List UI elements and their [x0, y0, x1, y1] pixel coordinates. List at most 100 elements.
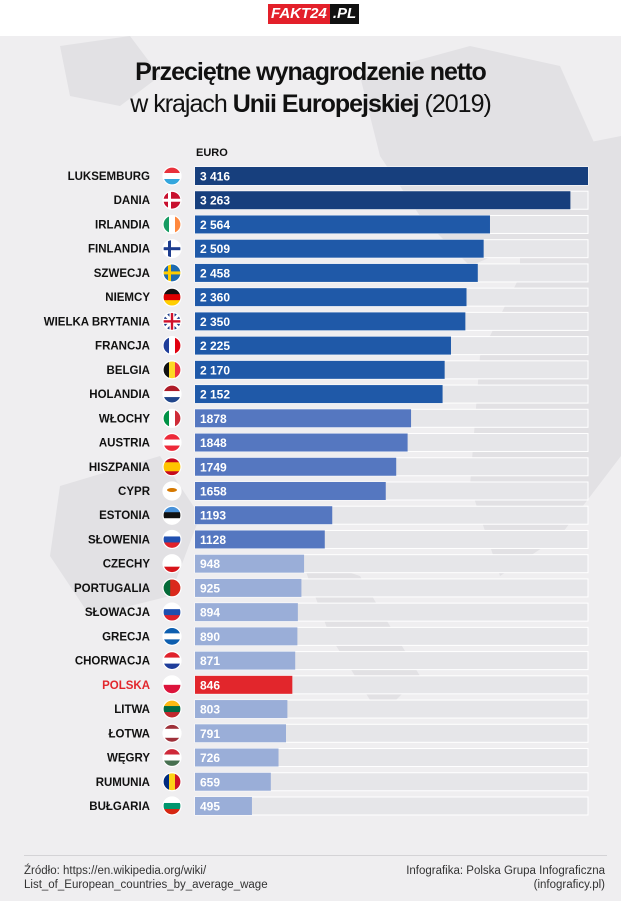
value-label: 1128: [200, 533, 226, 547]
flag-icon: [163, 700, 181, 719]
value-label: 2 350: [200, 315, 230, 329]
category-label: HISZPANIA: [89, 462, 150, 474]
flag-border: [162, 747, 182, 768]
category-label: RUMUNIA: [96, 777, 150, 789]
bar: [195, 772, 271, 791]
category-label: AUSTRIA: [99, 438, 150, 450]
category-label: DANIA: [114, 195, 150, 207]
flag-border: [162, 287, 182, 307]
bar: [195, 724, 287, 743]
bar: [195, 675, 293, 694]
value-label: 659: [200, 775, 220, 789]
value-label: 2 564: [200, 218, 230, 232]
value-label: 726: [200, 751, 220, 765]
flag-border: [162, 336, 182, 356]
value-label: 894: [200, 606, 220, 620]
category-label: ŁOTWA: [108, 728, 150, 740]
category-label: FINLANDIA: [88, 244, 150, 256]
flag-icon: [163, 409, 181, 428]
flag-border: [162, 360, 182, 380]
value-label: 1193: [200, 509, 226, 523]
category-label: SZWECJA: [94, 268, 150, 280]
bar: [195, 796, 252, 815]
flag-icon: [163, 360, 181, 379]
flag-icon: [163, 651, 181, 670]
value-label: 871: [200, 654, 220, 668]
flag-border: [162, 432, 182, 453]
flag-border: [162, 529, 182, 550]
bar: [195, 385, 443, 404]
footer-divider: [24, 855, 607, 856]
flag-icon: [163, 627, 181, 646]
flag-border: [162, 723, 182, 743]
flag-border: [162, 311, 182, 331]
fakt24-logo[interactable]: FAKT24 .PL: [268, 4, 360, 24]
bar: [195, 263, 478, 282]
value-label: 3 416: [200, 170, 230, 184]
flag-border: [162, 675, 182, 695]
bar: [195, 288, 467, 307]
value-label: 2 152: [200, 388, 230, 402]
flag-icon: [163, 481, 181, 500]
bar-track: [194, 796, 589, 816]
flag-icon: [163, 433, 181, 452]
value-label: 1878: [200, 412, 227, 426]
flag-border: [162, 554, 182, 574]
category-label: BUŁGARIA: [89, 801, 150, 813]
flag-border: [162, 699, 182, 719]
bar: [195, 312, 466, 331]
category-label: SŁOWACJA: [85, 607, 150, 619]
flag-icon: [163, 191, 181, 210]
bar: [195, 481, 386, 500]
category-label: WĘGRY: [107, 753, 150, 765]
value-label: 2 360: [200, 291, 230, 305]
flag-border: [162, 190, 182, 210]
flag-border: [162, 263, 182, 283]
category-label: FRANCJA: [95, 341, 150, 353]
chart-subtitle: w krajach Unii Europejskiej (2019): [130, 90, 492, 118]
flag-icon: [163, 288, 181, 307]
category-label: WŁOCHY: [99, 413, 150, 425]
flag-border: [162, 602, 182, 622]
flag-icon: [163, 748, 181, 767]
category-label: ESTONIA: [99, 510, 150, 522]
flag-icon: [163, 603, 181, 622]
value-label: 791: [200, 727, 220, 741]
value-label: 2 509: [200, 242, 230, 256]
value-label: 2 170: [200, 363, 230, 377]
value-label: 1848: [200, 436, 227, 450]
bar: [195, 215, 490, 234]
value-label: 846: [200, 678, 220, 692]
flag-icon: [163, 724, 181, 743]
value-label: 3 263: [200, 194, 230, 208]
category-label: IRLANDIA: [95, 219, 150, 231]
bar: [195, 530, 325, 549]
category-label: WIELKA BRYTANIA: [44, 316, 150, 328]
category-label: NIEMCY: [105, 292, 150, 304]
bar: [195, 360, 445, 379]
bar: [195, 627, 298, 646]
flag-icon: [163, 167, 181, 185]
value-label: 2 458: [200, 266, 230, 280]
category-label: HOLANDIA: [89, 389, 150, 401]
flag-border: [162, 650, 182, 671]
category-label: BELGIA: [107, 365, 150, 377]
category-label: CHORWACJA: [75, 656, 150, 668]
bar: [195, 239, 484, 258]
category-label: LITWA: [114, 704, 150, 716]
flag-icon: [163, 506, 181, 525]
bar: [195, 336, 451, 355]
category-label: LUKSEMBURG: [68, 171, 150, 183]
category-label: POLSKA: [102, 680, 150, 692]
flag-border: [162, 239, 182, 259]
category-label: SŁOWENIA: [88, 534, 150, 546]
bar: [195, 191, 571, 210]
flag-icon: [163, 578, 181, 597]
flag-icon: [163, 530, 181, 549]
category-label: PORTUGALIA: [74, 583, 150, 595]
flag-border: [162, 626, 182, 646]
flag-icon: [163, 457, 181, 476]
bar: [195, 578, 302, 597]
source-note: Źródło: https://en.wikipedia.org/wiki/ L…: [24, 865, 268, 891]
